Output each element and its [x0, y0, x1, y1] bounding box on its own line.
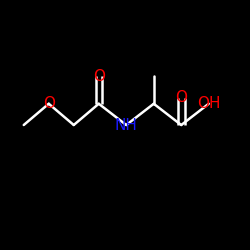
Text: OH: OH [197, 96, 220, 111]
Text: O: O [175, 90, 187, 105]
Text: O: O [93, 69, 105, 84]
Text: O: O [43, 96, 55, 111]
Text: NH: NH [115, 118, 138, 132]
